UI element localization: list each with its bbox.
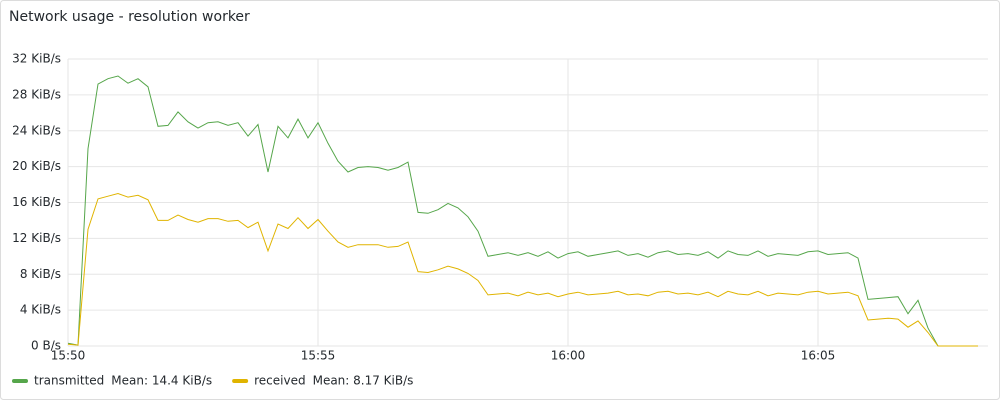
legend-stat: Mean: 14.4 KiB/s bbox=[111, 374, 212, 388]
x-tick-label: 16:05 bbox=[801, 349, 836, 363]
y-tick-label: 16 KiB/s bbox=[12, 195, 61, 209]
y-tick-label: 20 KiB/s bbox=[12, 159, 61, 173]
y-tick-label: 28 KiB/s bbox=[12, 87, 61, 101]
y-tick-label: 12 KiB/s bbox=[12, 231, 61, 245]
chart-title: Network usage - resolution worker bbox=[9, 9, 250, 25]
x-tick-label: 15:55 bbox=[301, 349, 336, 363]
series-line bbox=[67, 192, 978, 347]
series-line bbox=[67, 75, 978, 347]
y-tick-label: 0 B/s bbox=[31, 339, 61, 353]
y-tick-label: 8 KiB/s bbox=[20, 267, 61, 281]
x-tick-label: 16:00 bbox=[551, 349, 586, 363]
x-tick-label: 15:50 bbox=[51, 349, 86, 363]
y-tick-label: 32 KiB/s bbox=[12, 52, 61, 66]
legend-label: received bbox=[254, 374, 305, 388]
legend-stat: Mean: 8.17 KiB/s bbox=[313, 374, 414, 388]
y-tick-label: 4 KiB/s bbox=[20, 303, 61, 317]
y-tick-label: 24 KiB/s bbox=[12, 123, 61, 137]
legend-label: transmitted bbox=[34, 374, 104, 388]
